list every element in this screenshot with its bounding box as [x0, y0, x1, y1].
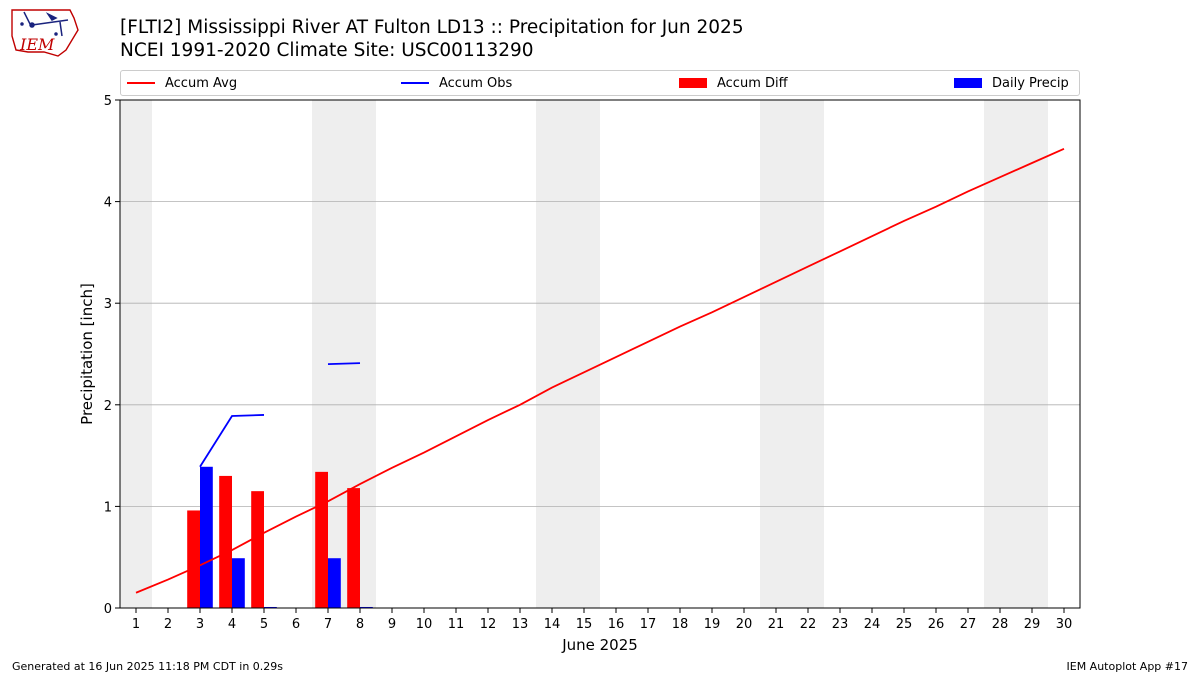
legend-swatch-accum-obs — [401, 82, 429, 84]
y-tick-label: 1 — [104, 500, 112, 515]
legend-item-accum-avg: Accum Avg — [127, 71, 237, 95]
y-tick-label: 4 — [104, 196, 112, 211]
x-tick-label: 28 — [992, 617, 1009, 632]
iem-logo: IEM — [11, 9, 79, 57]
legend-label: Accum Avg — [165, 75, 238, 91]
x-axis-label: June 2025 — [561, 636, 638, 654]
legend-swatch-daily-precip — [954, 78, 982, 88]
x-tick-label: 29 — [1024, 617, 1041, 632]
x-tick-label: 2 — [164, 617, 172, 632]
x-tick-label: 30 — [1056, 617, 1073, 632]
x-tick-label: 18 — [672, 617, 689, 632]
weather-station-icon — [20, 11, 69, 37]
bar-accum-diff — [347, 488, 360, 608]
y-axis-label: Precipitation [inch] — [78, 283, 96, 425]
x-tick-label: 9 — [388, 617, 396, 632]
x-tick-label: 4 — [228, 617, 236, 632]
y-tick-label: 3 — [104, 297, 112, 312]
x-tick-label: 20 — [736, 617, 753, 632]
x-tick-label: 11 — [448, 617, 465, 632]
accum-obs-line — [199, 414, 265, 468]
x-tick-label: 25 — [896, 617, 913, 632]
bar-daily-precip — [200, 466, 213, 608]
x-tick-label: 1 — [132, 617, 140, 632]
x-tick-label: 26 — [928, 617, 945, 632]
footer-app-text: IEM Autoplot App #17 — [1066, 660, 1189, 673]
x-tick-label: 17 — [640, 617, 657, 632]
bar-daily-precip — [360, 606, 373, 608]
weekend-band — [984, 100, 1048, 608]
x-tick-label: 6 — [292, 617, 300, 632]
legend-swatch-accum-avg — [127, 82, 155, 84]
x-tick-label: 8 — [356, 617, 364, 632]
weekend-band — [760, 100, 824, 608]
x-tick-label: 27 — [960, 617, 977, 632]
bar-accum-diff — [219, 475, 232, 608]
y-tick-label: 5 — [104, 94, 112, 109]
legend-item-accum-diff: Accum Diff — [679, 71, 788, 95]
x-tick-label: 3 — [196, 617, 204, 632]
bar-daily-precip — [264, 606, 277, 608]
footer-generated-text: Generated at 16 Jun 2025 11:18 PM CDT in… — [12, 660, 284, 673]
x-tick-label: 10 — [416, 617, 433, 632]
x-tick-label: 15 — [576, 617, 593, 632]
legend-item-daily-precip: Daily Precip — [954, 71, 1069, 95]
plot-frame — [119, 99, 1081, 609]
bar-daily-precip — [232, 558, 245, 608]
x-tick-label: 19 — [704, 617, 721, 632]
x-tick-label: 13 — [512, 617, 529, 632]
x-tick-label: 7 — [324, 617, 332, 632]
legend-label: Daily Precip — [992, 75, 1069, 91]
legend-label: Accum Diff — [717, 75, 788, 91]
accum-avg-line — [135, 147, 1065, 594]
x-tick-label: 24 — [864, 617, 881, 632]
x-tick-label: 14 — [544, 617, 561, 632]
y-tick-label: 0 — [104, 602, 112, 617]
x-tick-label: 16 — [608, 617, 625, 632]
y-tick-label: 2 — [104, 399, 112, 414]
bar-accum-diff — [315, 471, 328, 608]
chart-title: [FLTI2] Mississippi River AT Fulton LD13… — [120, 17, 744, 38]
weekend-band — [536, 100, 600, 608]
accum-obs-line — [327, 362, 361, 366]
x-tick-label: 21 — [768, 617, 785, 632]
bar-accum-diff — [251, 491, 264, 608]
x-tick-label: 22 — [800, 617, 817, 632]
legend-item-accum-obs: Accum Obs — [401, 71, 512, 95]
legend-swatch-accum-diff — [679, 78, 707, 88]
weekend-band — [120, 100, 152, 608]
legend: Accum Avg Accum Obs Accum Diff Daily Pre… — [120, 70, 1080, 96]
x-tick-label: 5 — [260, 617, 268, 632]
legend-label: Accum Obs — [439, 75, 513, 91]
x-tick-label: 23 — [832, 617, 849, 632]
bar-daily-precip — [328, 558, 341, 608]
chart-subtitle: NCEI 1991-2020 Climate Site: USC00113290 — [120, 40, 534, 61]
bar-accum-diff — [187, 510, 200, 608]
svg-text:IEM: IEM — [19, 35, 55, 54]
x-tick-label: 12 — [480, 617, 497, 632]
